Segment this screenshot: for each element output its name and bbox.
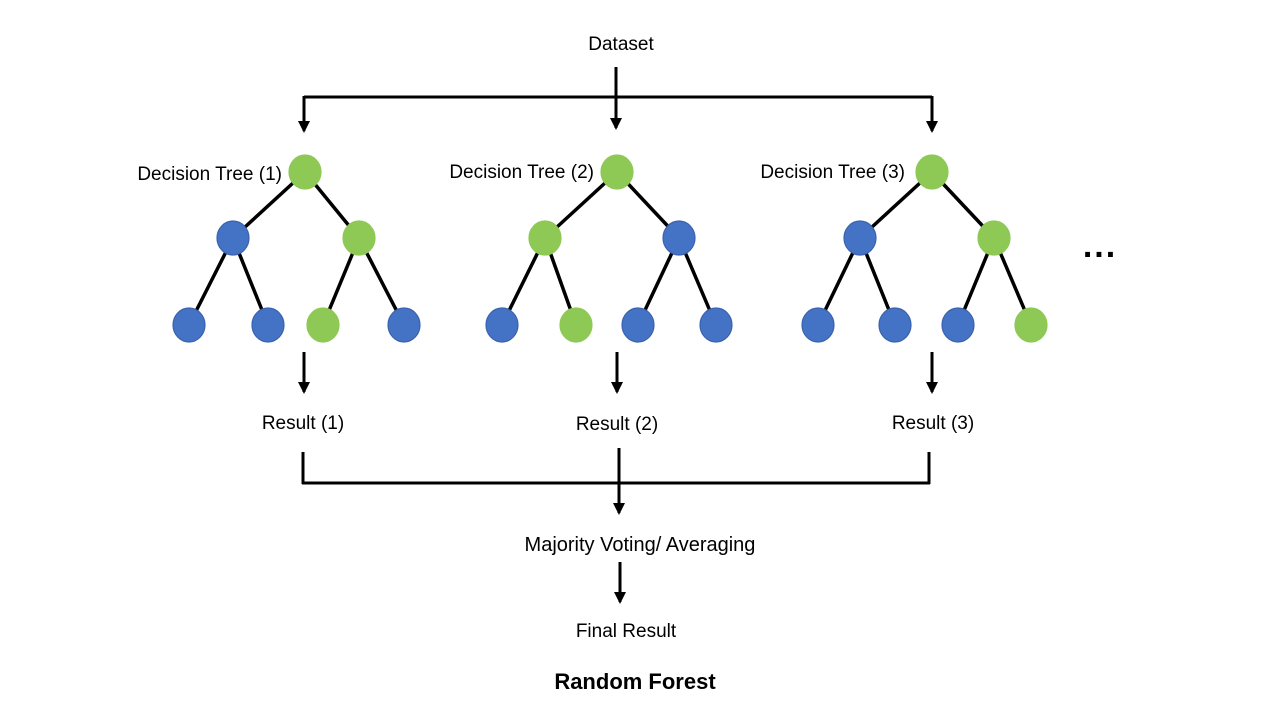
decision-tree-3-label: Decision Tree (3) xyxy=(760,162,905,183)
decision-tree-1-label: Decision Tree (1) xyxy=(137,164,282,185)
tree-node-blue xyxy=(172,307,206,343)
tree-node-blue xyxy=(941,307,975,343)
tree-node-green xyxy=(528,220,562,256)
decision-tree-2 xyxy=(485,154,733,343)
dataset-label: Dataset xyxy=(588,34,654,55)
tree-node-green xyxy=(600,154,634,190)
result-1-label: Result (1) xyxy=(262,413,344,434)
result-3-label: Result (3) xyxy=(892,413,974,434)
tree-node-blue xyxy=(485,307,519,343)
tree-node-green xyxy=(977,220,1011,256)
diagram-title: Random Forest xyxy=(554,669,716,694)
tree-node-blue xyxy=(662,220,696,256)
connector-layer xyxy=(298,67,938,604)
tree-node-green xyxy=(306,307,340,343)
tree-node-green xyxy=(342,220,376,256)
tree-node-blue xyxy=(699,307,733,343)
tree-node-blue xyxy=(621,307,655,343)
more-trees-ellipsis: ... xyxy=(1083,227,1117,265)
tree-node-green xyxy=(1014,307,1048,343)
tree-node-blue xyxy=(801,307,835,343)
tree-node-blue xyxy=(251,307,285,343)
majority-voting-label: Majority Voting/ Averaging xyxy=(525,534,756,556)
tree-node-green xyxy=(915,154,949,190)
tree-node-blue xyxy=(878,307,912,343)
decision-tree-1 xyxy=(172,154,421,343)
decision-tree-3 xyxy=(801,154,1048,343)
tree-node-blue xyxy=(843,220,877,256)
final-result-label: Final Result xyxy=(576,621,677,642)
result-2-label: Result (2) xyxy=(576,414,658,435)
decision-tree-2-label: Decision Tree (2) xyxy=(449,162,594,183)
tree-node-green xyxy=(288,154,322,190)
tree-node-blue xyxy=(216,220,250,256)
tree-node-green xyxy=(559,307,593,343)
tree-layer xyxy=(172,154,1048,343)
tree-node-blue xyxy=(387,307,421,343)
